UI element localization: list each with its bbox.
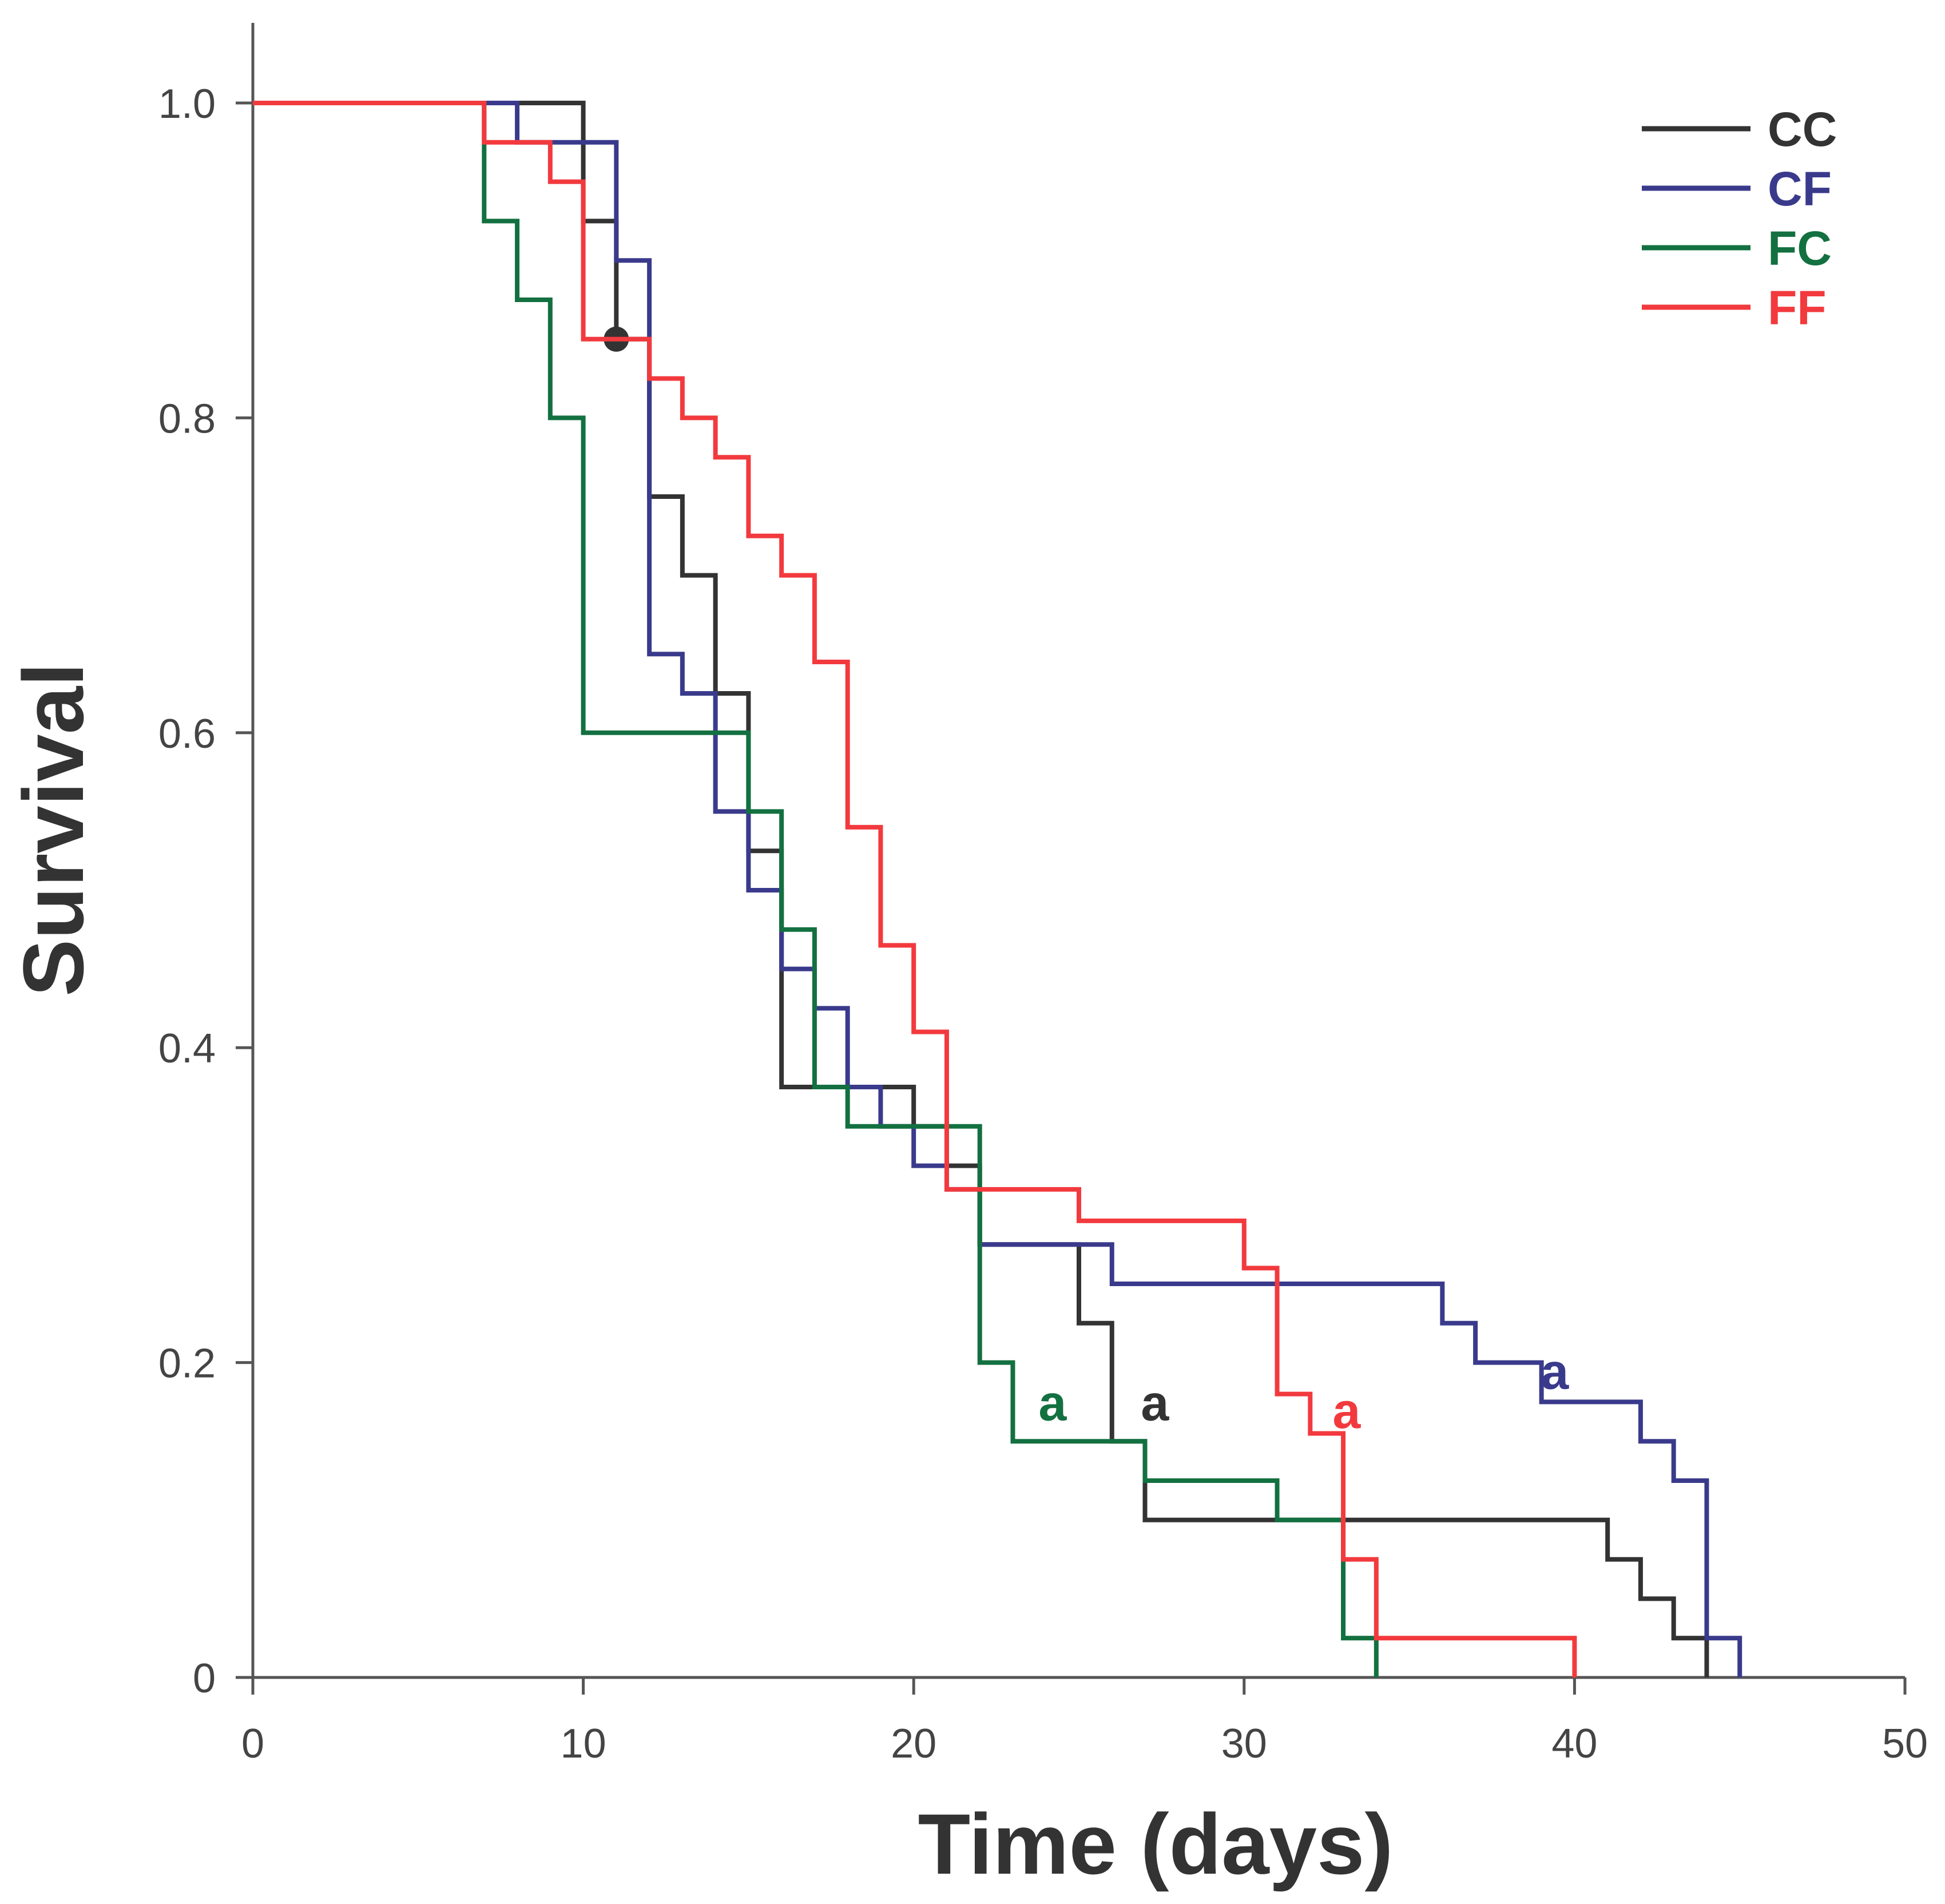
y-tick-label: 0.4 xyxy=(158,1026,216,1072)
y-tick-label: 1.0 xyxy=(158,81,216,127)
legend-label-ff: FF xyxy=(1768,281,1827,335)
series-line-cc xyxy=(253,101,1709,1677)
annotations: aaa a xyxy=(1038,1343,1569,1439)
legend-label-cc: CC xyxy=(1768,102,1837,156)
x-tick-label: 20 xyxy=(891,1721,936,1767)
legend-label-cf: CF xyxy=(1768,162,1832,216)
annotation-fc: a xyxy=(1038,1374,1067,1431)
annotation-cc: a xyxy=(1141,1374,1169,1431)
y-tick-label: 0 xyxy=(193,1656,216,1701)
x-axis-title: Time (days) xyxy=(918,1796,1394,1892)
y-axis-title: Survival xyxy=(5,663,101,997)
annotation-ff: a xyxy=(1332,1382,1361,1439)
y-tick-label: 0.2 xyxy=(158,1341,216,1387)
legend-label-fc: FC xyxy=(1768,221,1832,275)
series-line-ff xyxy=(253,101,1577,1677)
x-tick-label: 50 xyxy=(1882,1721,1928,1767)
y-tick-label: 0.8 xyxy=(158,396,216,442)
annotation-cf: a xyxy=(1541,1343,1569,1399)
x-tick-label: 30 xyxy=(1221,1721,1267,1767)
series-line-cf xyxy=(253,101,1742,1677)
x-tick-label: 0 xyxy=(241,1721,264,1767)
series-layer xyxy=(253,101,1742,1677)
x-tick-label: 40 xyxy=(1551,1721,1597,1767)
series-line-fc xyxy=(253,101,1379,1677)
x-tick-label: 10 xyxy=(561,1721,606,1767)
y-tick-label: 0.6 xyxy=(158,711,216,757)
axes: 0 10 20 30 40 50 0 0.2 0.4 0.6 0.8 1.0 xyxy=(158,23,1928,1767)
